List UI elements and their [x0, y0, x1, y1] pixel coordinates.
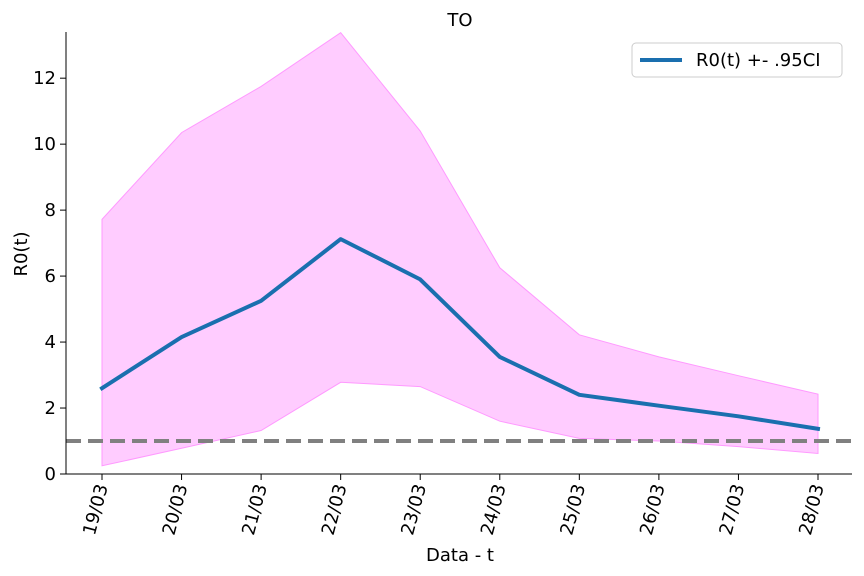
- x-axis-ticks: 19/03 20/03 21/03 22/03 23/03 24/03 25/03 26/03…: [79, 474, 829, 537]
- series-line-layer: [99, 237, 821, 432]
- x-tick-label: 28/03: [795, 482, 829, 538]
- series-line-0: [99, 237, 821, 432]
- y-tick-label: 10: [33, 134, 56, 155]
- y-axis-ticks: 0 2 4 6 8 10 12: [33, 68, 66, 485]
- x-tick-label: 20/03: [159, 482, 193, 538]
- y-axis-label: R0(t): [11, 231, 32, 276]
- x-tick-label: 25/03: [556, 482, 590, 538]
- y-tick-label: 4: [45, 332, 56, 353]
- confidence-band: [101, 32, 819, 467]
- chart-title: TO: [446, 10, 472, 31]
- x-tick-label: 23/03: [397, 482, 431, 538]
- confidence-band-layer: [101, 32, 819, 467]
- legend-box: [631, 42, 843, 78]
- x-tick-label: 27/03: [716, 482, 750, 538]
- x-tick-label: 21/03: [238, 482, 272, 538]
- axes: [65, 32, 852, 475]
- y-tick-label: 6: [45, 266, 56, 287]
- x-axis-label: Data - t: [426, 545, 494, 566]
- y-tick-label: 12: [33, 68, 56, 89]
- legend: R0(t) +- .95CI: [631, 42, 843, 78]
- x-tick-label: 26/03: [636, 482, 670, 538]
- y-tick-label: 0: [45, 464, 56, 485]
- y-tick-label: 2: [45, 398, 56, 419]
- legend-label: R0(t) +- .95CI: [696, 50, 821, 71]
- y-tick-label: 8: [45, 200, 56, 221]
- x-tick-label: 19/03: [79, 482, 113, 538]
- x-tick-label: 24/03: [477, 482, 511, 538]
- x-tick-label: 22/03: [318, 482, 352, 538]
